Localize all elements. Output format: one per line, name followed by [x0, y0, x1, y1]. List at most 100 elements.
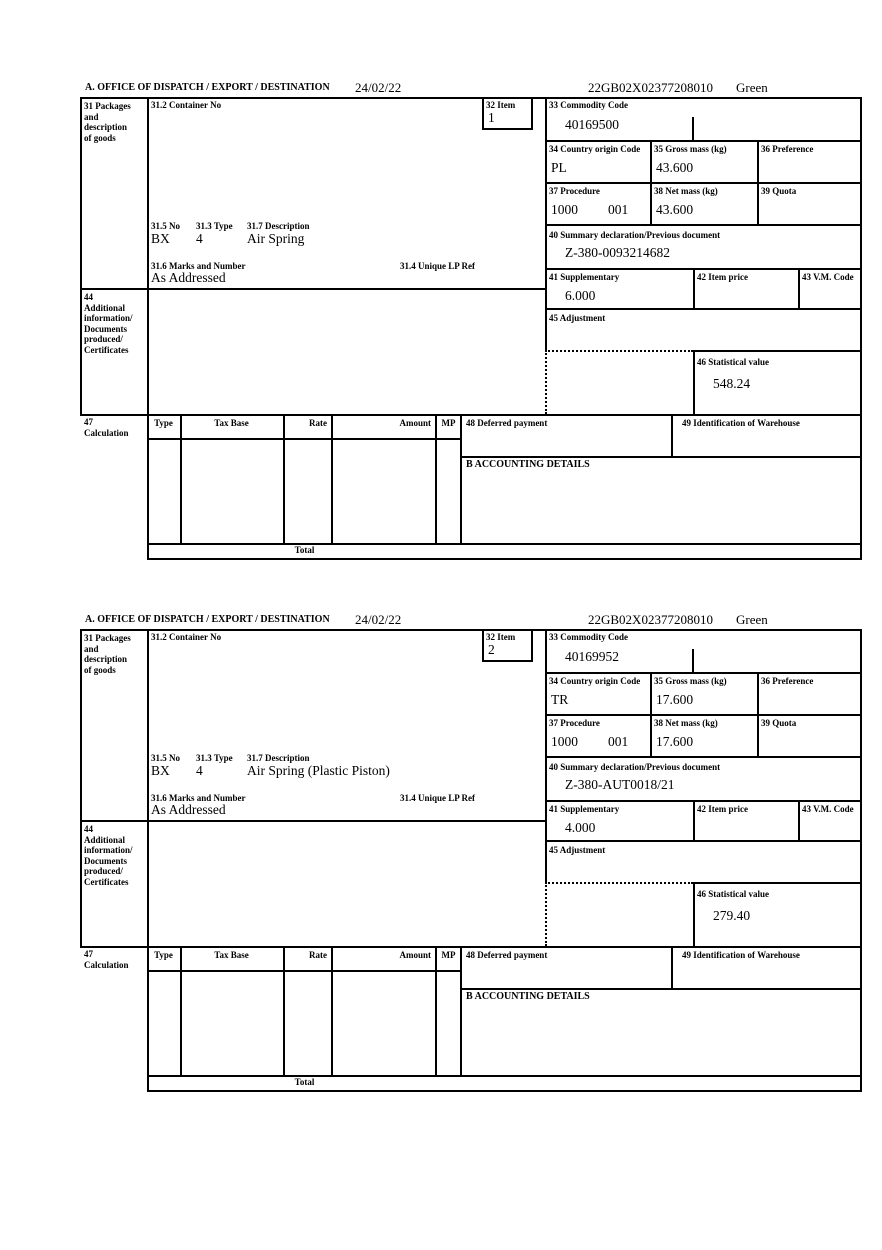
vm-code-label: 43 V.M. Code — [802, 272, 854, 282]
grid-line — [80, 820, 545, 822]
marks-value: As Addressed — [151, 270, 226, 285]
col-type-header: Type — [154, 418, 173, 428]
dotted-grid-line — [545, 882, 693, 884]
total-label: Total — [294, 1077, 315, 1087]
item-no-label: 32 Item — [486, 100, 516, 110]
routing-channel: Green — [736, 80, 768, 95]
grid-line — [545, 97, 547, 350]
declaration-date: 24/02/22 — [355, 612, 402, 627]
accounting-details-label: B ACCOUNTING DETAILS — [466, 459, 590, 470]
grid-line — [545, 800, 862, 802]
deferred-payment-label: 48 Deferred payment — [466, 418, 548, 428]
grid-line — [860, 629, 862, 1092]
grid-line — [460, 946, 462, 1075]
grid-line — [757, 140, 759, 224]
grid-line — [147, 1075, 862, 1077]
grid-line — [147, 438, 462, 440]
net-mass-value: 17.600 — [656, 734, 694, 749]
accounting-details-label: B ACCOUNTING DETAILS — [466, 991, 590, 1002]
grid-line — [80, 288, 545, 290]
col-mp-header: MP — [441, 950, 456, 960]
package-type-value: 4 — [196, 231, 203, 246]
previous-document-value: Z-380-AUT0018/21 — [565, 777, 675, 792]
grid-line — [757, 672, 759, 756]
procedure-label: 37 Procedure — [549, 186, 600, 196]
dotted-grid-line — [545, 350, 693, 352]
declaration-date: 24/02/22 — [355, 80, 402, 95]
grid-line — [545, 714, 862, 716]
previous-document-label: 40 Summary declaration/Previous document — [549, 230, 721, 240]
commodity-code-label: 33 Commodity Code — [549, 100, 628, 110]
grid-line — [460, 456, 862, 458]
grid-line — [147, 97, 149, 560]
gross-mass-value: 17.600 — [656, 692, 694, 707]
grid-line — [435, 414, 437, 543]
container-no-label: 31.2 Container No — [151, 632, 222, 642]
col-tax-base-header: Tax Base — [214, 950, 249, 960]
grid-line — [693, 882, 862, 884]
procedure-value-1: 1000 — [551, 202, 578, 217]
commodity-code-value: 40169500 — [565, 117, 619, 132]
commodity-code-tick — [692, 117, 694, 140]
grid-line — [460, 414, 462, 543]
grid-line — [860, 97, 862, 560]
grid-line — [435, 946, 437, 1075]
adjustment-label: 45 Adjustment — [549, 313, 606, 323]
grid-line — [147, 970, 462, 972]
description-label: 31.7 Description — [247, 753, 310, 763]
col-amount-header: Amount — [399, 418, 431, 428]
item-no-value: 1 — [488, 110, 495, 125]
country-origin-value: PL — [551, 160, 567, 175]
grid-line — [545, 308, 862, 310]
grid-line — [80, 629, 82, 946]
box47-label: 47 Calculation — [84, 417, 129, 438]
preference-label: 36 Preference — [761, 144, 814, 154]
grid-line — [331, 946, 333, 1075]
grid-line — [147, 1090, 862, 1092]
grid-line — [693, 882, 695, 946]
col-type-header: Type — [154, 950, 173, 960]
col-rate-header: Rate — [309, 418, 327, 428]
item-box-border — [531, 97, 533, 130]
package-type-label: 31.3 Type — [196, 221, 233, 231]
package-no-value: BX — [151, 231, 170, 246]
net-mass-label: 38 Net mass (kg) — [654, 718, 718, 728]
box47-label: 47 Calculation — [84, 949, 129, 970]
grid-line — [650, 672, 652, 756]
net-mass-label: 38 Net mass (kg) — [654, 186, 718, 196]
procedure-value-2: 001 — [608, 734, 629, 749]
declaration-number: 22GB02X02377208010 — [588, 612, 713, 627]
quota-label: 39 Quota — [761, 718, 797, 728]
procedure-label: 37 Procedure — [549, 718, 600, 728]
col-mp-header: MP — [441, 418, 456, 428]
declaration-number: 22GB02X02377208010 — [588, 80, 713, 95]
package-no-label: 31.5 No — [151, 753, 180, 763]
grid-line — [545, 224, 862, 226]
item-box-border — [482, 660, 533, 662]
grid-line — [147, 558, 862, 560]
total-label: Total — [294, 545, 315, 555]
marks-label: 31.6 Marks and Number — [151, 261, 246, 271]
grid-line — [80, 97, 82, 414]
description-value: Air Spring (Plastic Piston) — [247, 763, 390, 778]
package-no-value: BX — [151, 763, 170, 778]
supplementary-label: 41 Supplementary — [549, 804, 620, 814]
grid-line — [693, 350, 862, 352]
item-no-value: 2 — [488, 642, 495, 657]
net-mass-value: 43.600 — [656, 202, 694, 217]
item-price-label: 42 Item price — [697, 272, 748, 282]
box31-label: 31 Packages and description of goods — [84, 633, 131, 675]
grid-line — [147, 543, 862, 545]
office-of-dispatch-label: A. OFFICE OF DISPATCH / EXPORT / DESTINA… — [85, 614, 330, 625]
item-box-border — [482, 128, 533, 130]
grid-line — [650, 140, 652, 224]
box44-label: 44 Additional information/ Documents pro… — [84, 824, 133, 887]
item-box-border — [531, 629, 533, 662]
statistical-value-label: 46 Statistical value — [697, 889, 769, 899]
package-no-label: 31.5 No — [151, 221, 180, 231]
grid-line — [545, 268, 862, 270]
routing-channel: Green — [736, 612, 768, 627]
grid-line — [545, 756, 862, 758]
box31-label: 31 Packages and description of goods — [84, 101, 131, 143]
grid-line — [283, 946, 285, 1075]
